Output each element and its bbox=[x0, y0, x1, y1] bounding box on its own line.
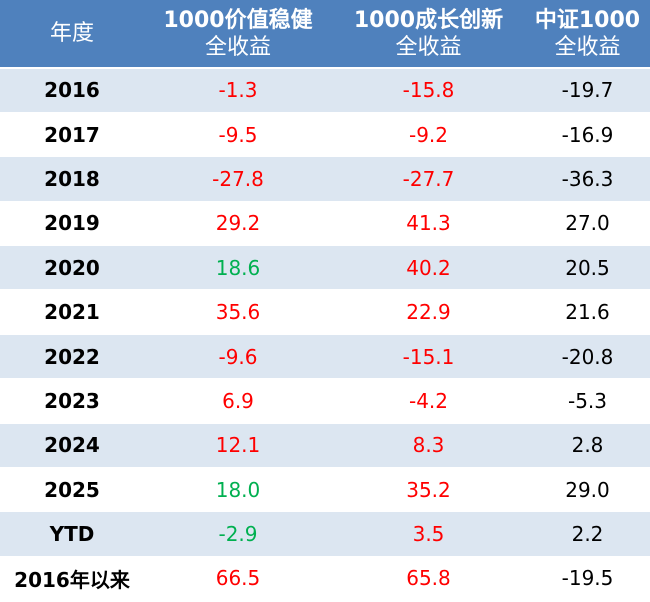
value-cell: -20.8 bbox=[525, 334, 650, 380]
value-cell: 65.8 bbox=[332, 556, 525, 602]
value-cell: -27.7 bbox=[332, 156, 525, 202]
col2-header: 1000成长创新 全收益 bbox=[332, 0, 525, 69]
year-cell: 2024 bbox=[0, 423, 144, 469]
value-cell: 22.9 bbox=[332, 289, 525, 335]
value-cell: 3.5 bbox=[332, 511, 525, 557]
table-row: 2018 -27.8 -27.7 -36.3 bbox=[0, 156, 650, 202]
value-cell: 29.2 bbox=[144, 201, 332, 247]
value-cell: 18.0 bbox=[144, 467, 332, 513]
col3-header-line1: 中证1000 bbox=[534, 7, 641, 33]
year-cell: 2016年以来 bbox=[0, 556, 144, 602]
value-cell: 27.0 bbox=[525, 201, 650, 247]
value-cell: 2.8 bbox=[525, 423, 650, 469]
value-cell: -15.1 bbox=[332, 334, 525, 380]
col3-header: 中证1000 全收益 bbox=[525, 0, 650, 69]
value-cell: 21.6 bbox=[525, 289, 650, 335]
year-cell: 2025 bbox=[0, 467, 144, 513]
value-cell: 35.2 bbox=[332, 467, 525, 513]
value-cell: 40.2 bbox=[332, 245, 525, 291]
value-cell: 18.6 bbox=[144, 245, 332, 291]
col2-header-line2: 全收益 bbox=[395, 34, 462, 60]
year-cell: YTD bbox=[0, 511, 144, 557]
col1-header-line1: 1000价值稳健 bbox=[163, 7, 313, 33]
col2-header-line1: 1000成长创新 bbox=[353, 7, 504, 33]
value-cell: 12.1 bbox=[144, 423, 332, 469]
table-row: 2020 18.6 40.2 20.5 bbox=[0, 245, 650, 291]
table-row: 2019 29.2 41.3 27.0 bbox=[0, 201, 650, 247]
value-cell: -36.3 bbox=[525, 156, 650, 202]
col1-header: 1000价值稳健 全收益 bbox=[144, 0, 332, 69]
table-row: 2022 -9.6 -15.1 -20.8 bbox=[0, 334, 650, 380]
header-row: 年度 1000价值稳健 全收益 1000成长创新 全收益 中证1000 全收益 bbox=[0, 0, 650, 69]
value-cell: 6.9 bbox=[144, 378, 332, 424]
value-cell: -1.3 bbox=[144, 68, 332, 113]
table-row: 2025 18.0 35.2 29.0 bbox=[0, 467, 650, 513]
value-cell: 2.2 bbox=[525, 511, 650, 557]
value-cell: 35.6 bbox=[144, 289, 332, 335]
table-row: 2016年以来 66.5 65.8 -19.5 bbox=[0, 556, 650, 602]
value-cell: -9.6 bbox=[144, 334, 332, 380]
table-row: 2021 35.6 22.9 21.6 bbox=[0, 289, 650, 335]
year-cell: 2018 bbox=[0, 156, 144, 202]
value-cell: 41.3 bbox=[332, 201, 525, 247]
year-cell: 2023 bbox=[0, 378, 144, 424]
table-row: 2023 6.9 -4.2 -5.3 bbox=[0, 378, 650, 424]
col3-header-line2: 全收益 bbox=[554, 34, 621, 60]
value-cell: -19.7 bbox=[525, 68, 650, 113]
value-cell: 29.0 bbox=[525, 467, 650, 513]
year-cell: 2017 bbox=[0, 112, 144, 158]
col1-header-line2: 全收益 bbox=[204, 34, 271, 60]
value-cell: 20.5 bbox=[525, 245, 650, 291]
value-cell: -9.2 bbox=[332, 112, 525, 158]
table-row: 2024 12.1 8.3 2.8 bbox=[0, 423, 650, 469]
value-cell: 66.5 bbox=[144, 556, 332, 602]
year-cell: 2022 bbox=[0, 334, 144, 380]
table-row: 2016 -1.3 -15.8 -19.7 bbox=[0, 68, 650, 113]
value-cell: -19.5 bbox=[525, 556, 650, 602]
year-header: 年度 bbox=[0, 0, 144, 69]
year-cell: 2019 bbox=[0, 201, 144, 247]
value-cell: -5.3 bbox=[525, 378, 650, 424]
year-cell: 2016 bbox=[0, 68, 144, 113]
value-cell: -16.9 bbox=[525, 112, 650, 158]
year-cell: 2021 bbox=[0, 289, 144, 335]
value-cell: 8.3 bbox=[332, 423, 525, 469]
table-row: YTD -2.9 3.5 2.2 bbox=[0, 511, 650, 557]
year-cell: 2020 bbox=[0, 245, 144, 291]
table-row: 2017 -9.5 -9.2 -16.9 bbox=[0, 112, 650, 158]
value-cell: -15.8 bbox=[332, 68, 525, 113]
value-cell: -9.5 bbox=[144, 112, 332, 158]
value-cell: -27.8 bbox=[144, 156, 332, 202]
value-cell: -2.9 bbox=[144, 511, 332, 557]
value-cell: -4.2 bbox=[332, 378, 525, 424]
